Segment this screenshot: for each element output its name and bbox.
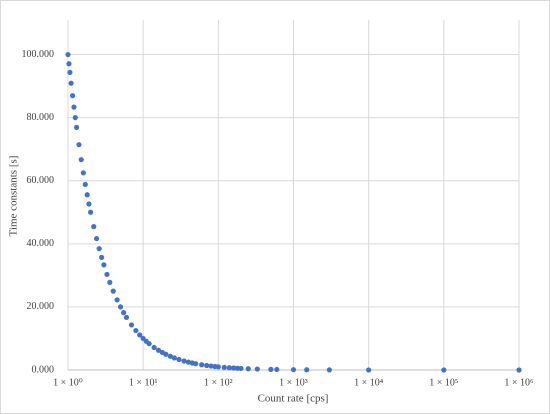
point [80,170,86,176]
point [68,80,74,86]
y-tick-label: 60.000 [27,175,55,186]
point [208,363,214,369]
y-tick-label: 40.000 [27,238,55,249]
point [66,61,72,67]
point [123,314,130,321]
point [69,93,76,99]
point [215,364,221,370]
point [155,347,162,353]
y-axis-title: Time constants [s] [8,156,20,237]
point [110,288,116,294]
point [204,362,210,369]
point [274,366,280,373]
point [231,365,237,371]
point [96,246,102,252]
point [67,69,73,76]
y-tick-label: 80.000 [27,112,55,123]
point [304,367,310,373]
point [171,355,177,361]
point [91,224,97,230]
point [84,192,90,198]
point [117,304,124,310]
x-tick-label: 1 × 10⁴ [354,377,384,388]
point [78,157,84,163]
point [93,235,100,242]
point [290,367,297,373]
point [254,366,260,372]
point [146,341,152,347]
x-tick-label: 1 × 10³ [279,377,308,388]
point [76,142,82,148]
point [88,209,94,215]
point [137,332,143,338]
point [104,271,110,278]
point [238,365,244,372]
point [516,367,522,373]
point [167,353,173,359]
point [226,365,232,371]
point [72,115,78,121]
x-tick-label: 1 × 10⁵ [429,377,458,388]
y-tick-label: 20.000 [27,301,55,312]
point [221,364,227,370]
point [268,366,274,372]
point [65,51,71,58]
x-tick-label: 1 × 10⁶ [504,377,534,388]
point [82,181,88,188]
x-tick-label: 1 × 10⁰ [53,377,83,388]
x-tick-label: 1 × 10² [204,377,233,388]
y-tick-label: 100.000 [22,49,55,60]
point [73,124,80,130]
point [128,322,135,328]
point [163,351,169,357]
point [326,367,332,373]
point [245,366,251,372]
y-tick-label: 0.000 [32,364,55,375]
point [101,262,107,268]
point [176,356,182,363]
point [193,361,199,367]
point [151,344,157,351]
point [99,254,105,260]
point [71,104,77,110]
point [181,358,187,364]
point [114,297,120,303]
point [366,367,372,373]
point [86,201,92,207]
point [107,279,113,285]
x-axis-title: Count rate [cps] [258,393,329,405]
point [133,327,139,334]
point [199,362,205,368]
point [121,310,127,316]
point [441,367,447,373]
x-tick-label: 1 × 10¹ [129,377,158,388]
